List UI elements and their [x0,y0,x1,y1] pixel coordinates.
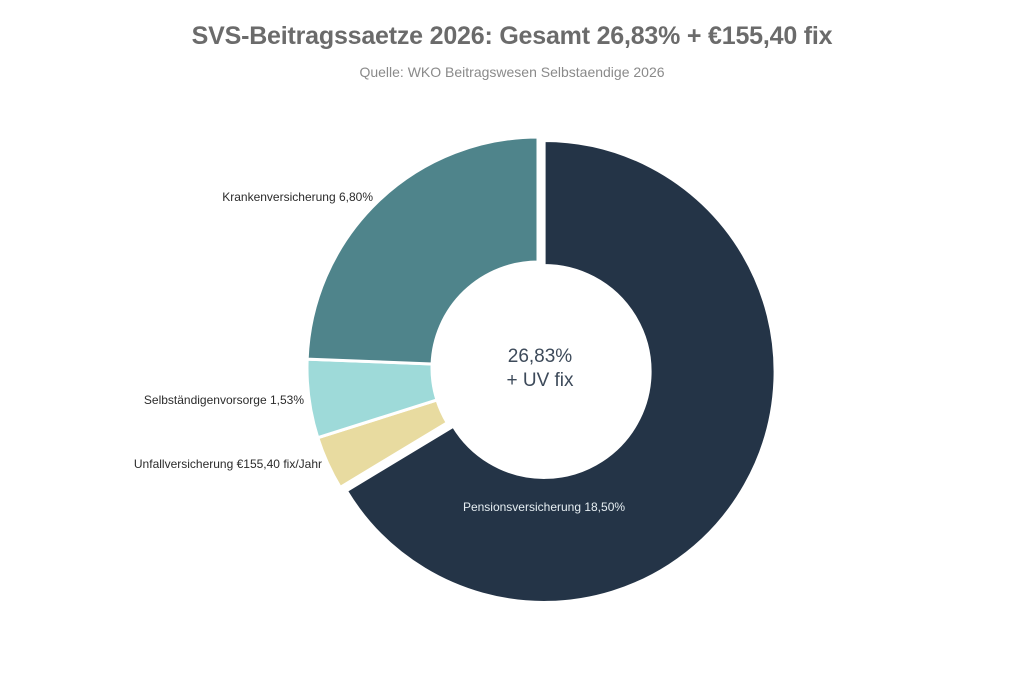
slice-pensionsversicherung [344,138,777,604]
label-krankenversicherung: Krankenversicherung 6,80% [222,190,373,204]
slice-krankenversicherung [305,135,540,366]
label-pensionsversicherung: Pensionsversicherung 18,50% [463,500,625,514]
donut-slices [305,135,777,604]
label-unfallversicherung: Unfallversicherung €155,40 fix/Jahr [134,457,322,471]
chart-subtitle: Quelle: WKO Beitragswesen Selbstaendige … [359,64,665,80]
center-sub-label: + UV fix [506,370,574,391]
slice-labels: Pensionsversicherung 18,50% Unfallversich… [134,190,625,514]
center-total-label: 26,83% [508,346,573,367]
label-selbst-ndigenvorsorge: Selbständigenvorsorge 1,53% [144,393,304,407]
chart-title: SVS-Beitragssaetze 2026: Gesamt 26,83% +… [191,22,833,50]
